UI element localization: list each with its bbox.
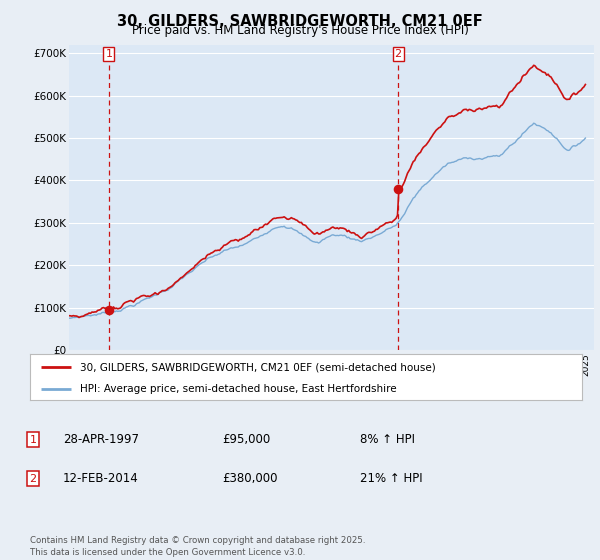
Text: 1: 1 <box>106 49 112 59</box>
Text: 30, GILDERS, SAWBRIDGEWORTH, CM21 0EF: 30, GILDERS, SAWBRIDGEWORTH, CM21 0EF <box>117 14 483 29</box>
Text: £95,000: £95,000 <box>222 433 270 446</box>
Text: Price paid vs. HM Land Registry's House Price Index (HPI): Price paid vs. HM Land Registry's House … <box>131 24 469 36</box>
Text: £380,000: £380,000 <box>222 472 277 486</box>
Point <box>394 184 403 193</box>
Text: HPI: Average price, semi-detached house, East Hertfordshire: HPI: Average price, semi-detached house,… <box>80 384 397 394</box>
Text: 12-FEB-2014: 12-FEB-2014 <box>63 472 139 486</box>
Text: 21% ↑ HPI: 21% ↑ HPI <box>360 472 422 486</box>
Text: 1: 1 <box>29 435 37 445</box>
Point <box>104 305 114 314</box>
Text: 8% ↑ HPI: 8% ↑ HPI <box>360 433 415 446</box>
Text: Contains HM Land Registry data © Crown copyright and database right 2025.
This d: Contains HM Land Registry data © Crown c… <box>30 536 365 557</box>
Text: 30, GILDERS, SAWBRIDGEWORTH, CM21 0EF (semi-detached house): 30, GILDERS, SAWBRIDGEWORTH, CM21 0EF (s… <box>80 362 436 372</box>
Text: 2: 2 <box>29 474 37 484</box>
Text: 2: 2 <box>395 49 401 59</box>
Text: 28-APR-1997: 28-APR-1997 <box>63 433 139 446</box>
